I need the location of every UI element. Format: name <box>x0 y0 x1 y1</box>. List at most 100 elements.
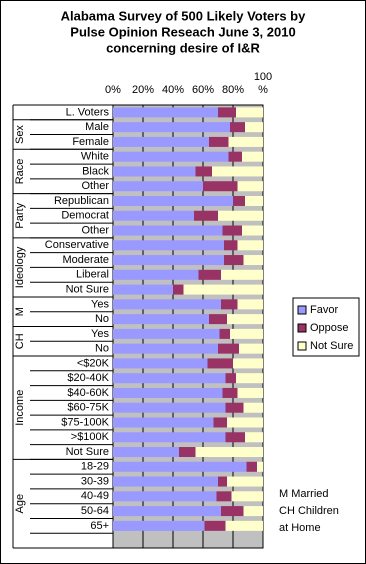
bar-segment <box>237 181 263 192</box>
bar-segment <box>113 402 226 413</box>
bar-segment <box>198 269 221 280</box>
y-tick-label: Black <box>82 165 109 177</box>
y-tick-label: Not Sure <box>66 446 109 458</box>
bar-segment <box>221 269 263 280</box>
bar-segment <box>230 122 245 133</box>
bar-segment <box>203 181 238 192</box>
group-label: Party <box>14 202 26 228</box>
bar-segment <box>227 314 263 325</box>
y-tick-label: $60-75K <box>67 402 109 414</box>
bar-segment <box>113 476 218 487</box>
bar-segment <box>113 520 205 531</box>
bar-segment <box>204 520 226 531</box>
y-tick-label: Conservative <box>45 239 109 251</box>
y-tick-label: Other <box>81 224 109 236</box>
group-label: Sex <box>14 125 26 144</box>
bar-segment <box>242 151 263 162</box>
bar-segment <box>173 284 184 295</box>
bar-segment <box>194 210 218 221</box>
y-tick-label: Moderate <box>63 254 109 266</box>
legend-swatch <box>297 323 307 333</box>
y-tick-label: Not Sure <box>66 283 109 295</box>
bar-segment <box>113 447 179 458</box>
bar-segment <box>113 417 214 428</box>
bar-segment <box>113 122 230 133</box>
bar-segment <box>224 240 238 251</box>
bar-segment <box>225 520 263 531</box>
bar-segment <box>113 387 223 398</box>
x-tick-label: 0% <box>105 84 121 96</box>
bar-segment <box>195 447 263 458</box>
y-tick-label: 30-39 <box>81 475 109 487</box>
bar-segment <box>216 491 232 502</box>
note: M Married <box>279 488 329 500</box>
bar-segment <box>222 387 238 398</box>
y-tick-label: L. Voters <box>66 106 110 118</box>
y-tick-label: 50-64 <box>81 505 109 517</box>
bar-segment <box>209 136 229 147</box>
y-tick-label: Democrat <box>61 210 109 222</box>
bar-segment <box>221 299 238 310</box>
bar-segment <box>113 151 229 162</box>
bar-segment <box>207 358 233 369</box>
y-tick-label: Yes <box>91 328 109 340</box>
bar-segment <box>113 240 224 251</box>
bar-segment <box>227 476 263 487</box>
bar-segment <box>183 284 263 295</box>
bar-segment <box>218 476 227 487</box>
bar-segment <box>245 195 263 206</box>
bar-segment <box>113 225 223 236</box>
legend-label: Not Sure <box>310 340 353 352</box>
group-label: CH <box>14 333 26 349</box>
legend-swatch <box>297 305 307 315</box>
note: at Home <box>279 522 321 534</box>
y-tick-label: No <box>95 343 109 355</box>
bar-segment <box>113 107 218 118</box>
group-label: Race <box>14 159 26 185</box>
bar-segment <box>236 107 263 118</box>
bar-segment <box>243 255 263 266</box>
group-label: Age <box>14 494 26 514</box>
bar-segment <box>237 240 263 251</box>
bar-segment <box>179 447 196 458</box>
bar-segment <box>213 417 227 428</box>
bar-segment <box>237 387 263 398</box>
bar-segment <box>236 373 263 384</box>
bar-segment <box>113 210 194 221</box>
y-tick-label: Republican <box>54 195 109 207</box>
bar-segment <box>209 314 227 325</box>
y-tick-label: Yes <box>91 298 109 310</box>
y-tick-label: No <box>95 313 109 325</box>
y-tick-label: White <box>81 151 109 163</box>
bar-segment <box>227 417 263 428</box>
chart-title: concerning desire of I&R <box>106 40 260 55</box>
x-tick-label: 60% <box>191 84 215 96</box>
note: CH Children <box>279 505 339 517</box>
bar-segment <box>218 343 239 354</box>
bar-segment <box>218 210 263 221</box>
bar-segment <box>225 373 236 384</box>
y-tick-label: Male <box>85 121 109 133</box>
chart-title: Alabama Survey of 500 Likely Voters by <box>61 8 306 23</box>
group-label: Ideology <box>14 246 26 288</box>
bar-segment <box>237 299 263 310</box>
bar-segment <box>218 107 236 118</box>
bar-segment <box>245 122 263 133</box>
bar-segment <box>113 343 218 354</box>
bar-segment <box>257 461 263 472</box>
bar-segment <box>195 166 212 177</box>
x-tick-label: 20% <box>131 84 155 96</box>
y-tick-label: $20-40K <box>67 372 109 384</box>
bar-segment <box>246 461 257 472</box>
bar-segment <box>113 506 221 517</box>
bar-segment <box>225 432 245 443</box>
bar-segment <box>239 343 263 354</box>
bar-segment <box>113 461 247 472</box>
bar-segment <box>113 255 224 266</box>
x-tick-label: 40% <box>161 84 185 96</box>
bar-segment <box>113 284 173 295</box>
bar-segment <box>242 225 263 236</box>
bar-segment <box>113 299 221 310</box>
bar-segment <box>221 506 244 517</box>
